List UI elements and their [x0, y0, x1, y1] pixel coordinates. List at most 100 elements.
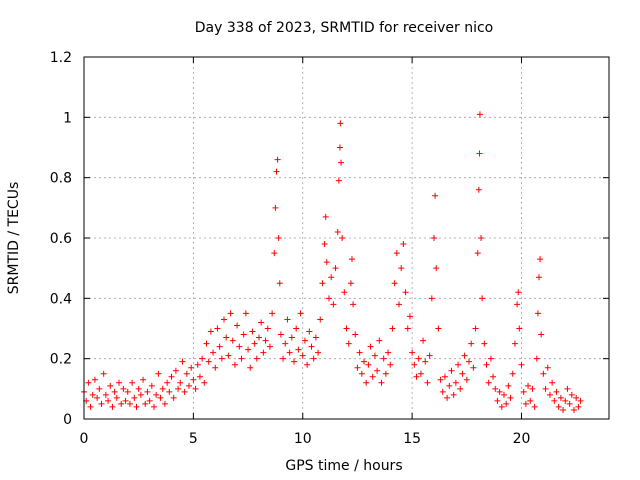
data-point [251, 340, 258, 347]
data-point [260, 349, 267, 356]
data-point [367, 343, 374, 350]
data-point [564, 385, 571, 392]
data-point [466, 358, 472, 365]
data-point [463, 376, 470, 383]
chart-title: Day 338 of 2023, SRMTID for receiver nic… [195, 20, 493, 36]
data-point [363, 379, 370, 386]
data-point [496, 388, 503, 395]
data-point [111, 388, 118, 395]
data-point [183, 370, 190, 377]
data-point [448, 367, 455, 374]
data-point [337, 120, 344, 127]
data-point [85, 379, 92, 386]
gridlines [84, 57, 609, 419]
data-point [315, 349, 322, 356]
data-point [129, 379, 136, 386]
data-point [328, 274, 335, 281]
data-point [378, 379, 385, 386]
data-point [148, 382, 155, 389]
data-point [431, 235, 437, 241]
data-point [402, 289, 409, 296]
data-point [210, 349, 217, 356]
data-point [369, 373, 376, 380]
data-point [483, 361, 490, 368]
data-point [276, 280, 283, 287]
data-point [420, 337, 427, 344]
data-point [291, 358, 297, 365]
data-point [529, 385, 536, 392]
data-point [365, 361, 372, 368]
data-point [295, 346, 302, 353]
data-point [479, 295, 486, 302]
x-tick-label: 20 [513, 431, 531, 447]
y-tick-label: 0.4 [50, 291, 72, 307]
data-point [258, 319, 265, 326]
data-point [288, 334, 295, 341]
data-point [159, 385, 166, 392]
data-point [533, 355, 540, 362]
data-point [293, 325, 300, 332]
data-point [161, 400, 168, 407]
data-point [234, 322, 241, 329]
data-point [424, 379, 431, 386]
data-point [339, 235, 346, 241]
data-point [304, 361, 311, 368]
data-point [507, 394, 514, 401]
data-point [555, 403, 562, 410]
data-point [87, 403, 94, 410]
data-point [413, 373, 420, 380]
data-point [385, 349, 392, 356]
data-point [343, 325, 350, 332]
data-point [236, 343, 243, 350]
data-point [347, 280, 354, 287]
data-point [374, 367, 381, 374]
x-axis-label: GPS time / hours [285, 458, 402, 474]
data-point [175, 385, 182, 392]
data-point [516, 325, 523, 332]
data-point [551, 397, 558, 404]
data-point [527, 397, 534, 404]
data-point [544, 364, 551, 371]
data-point [308, 343, 315, 350]
data-point [269, 310, 276, 317]
data-point [172, 367, 179, 374]
data-point [168, 373, 175, 380]
data-point [118, 400, 125, 407]
data-point [330, 301, 337, 308]
data-point [229, 337, 236, 344]
data-point [319, 280, 326, 287]
data-point [109, 403, 116, 410]
data-point [393, 250, 400, 257]
data-point [194, 361, 201, 368]
data-point [116, 379, 122, 386]
y-tick-label: 0 [63, 412, 72, 428]
y-tick-label: 1.2 [50, 50, 72, 66]
data-point [356, 349, 363, 356]
data-point [205, 358, 212, 365]
data-point [284, 316, 291, 323]
data-point [461, 352, 468, 359]
data-point [537, 256, 544, 263]
data-point [273, 168, 280, 175]
data-point [231, 361, 238, 368]
data-point [151, 403, 157, 410]
data-point [126, 400, 133, 407]
data-point [100, 370, 107, 377]
data-point [245, 346, 252, 353]
data-point [542, 385, 549, 392]
data-point [225, 352, 232, 359]
data-point [435, 325, 442, 332]
data-point [575, 403, 582, 410]
data-point [514, 301, 521, 308]
data-point [452, 379, 459, 386]
data-point [475, 186, 482, 193]
data-point [481, 340, 488, 347]
data-points [81, 111, 584, 413]
data-point [404, 325, 411, 332]
data-point [282, 340, 289, 347]
data-point [242, 310, 249, 317]
data-point [352, 331, 359, 338]
data-point [286, 349, 293, 356]
data-point [411, 361, 418, 368]
